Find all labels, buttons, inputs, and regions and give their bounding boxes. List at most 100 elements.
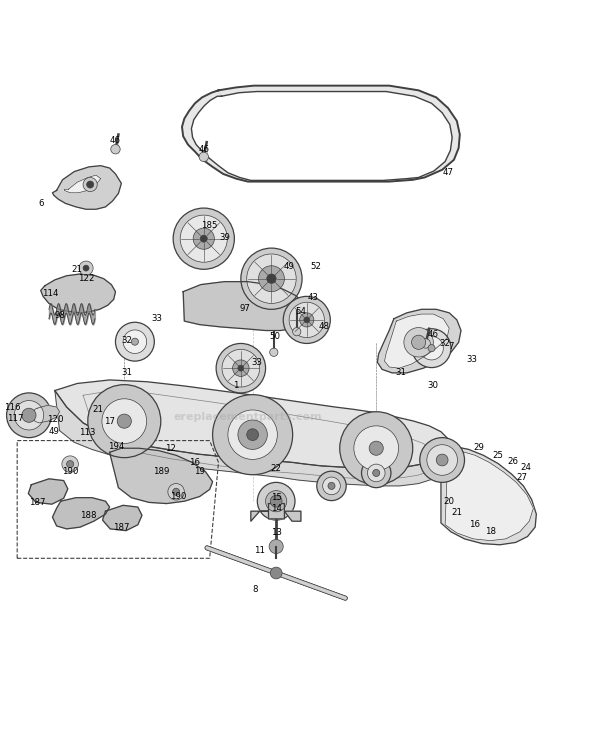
Text: 11: 11 xyxy=(254,546,265,555)
Circle shape xyxy=(102,399,147,443)
Polygon shape xyxy=(55,390,449,486)
Text: 21: 21 xyxy=(92,405,103,414)
Text: 98: 98 xyxy=(54,310,65,320)
Circle shape xyxy=(362,458,391,487)
Circle shape xyxy=(83,178,97,192)
Text: 24: 24 xyxy=(520,462,531,471)
Polygon shape xyxy=(28,479,68,504)
Text: 6: 6 xyxy=(38,199,44,208)
Circle shape xyxy=(368,464,385,482)
Text: 190: 190 xyxy=(62,468,78,476)
Text: 187: 187 xyxy=(113,523,130,531)
Text: 50: 50 xyxy=(269,332,280,341)
Text: 120: 120 xyxy=(47,415,63,424)
Text: 29: 29 xyxy=(473,443,484,452)
Text: 7: 7 xyxy=(448,342,454,351)
Circle shape xyxy=(266,490,287,512)
Text: 46: 46 xyxy=(110,136,121,145)
Circle shape xyxy=(283,297,330,344)
Circle shape xyxy=(270,495,282,507)
Text: 122: 122 xyxy=(78,275,94,283)
Circle shape xyxy=(67,461,74,468)
Circle shape xyxy=(428,345,435,352)
Circle shape xyxy=(116,322,155,361)
Circle shape xyxy=(258,266,284,291)
Circle shape xyxy=(88,385,161,457)
Circle shape xyxy=(270,567,282,579)
Polygon shape xyxy=(41,274,116,313)
Text: 54: 54 xyxy=(296,307,306,316)
Text: 1: 1 xyxy=(234,382,239,390)
Circle shape xyxy=(232,360,249,377)
Circle shape xyxy=(6,393,51,437)
Circle shape xyxy=(247,254,296,303)
Text: 48: 48 xyxy=(319,322,330,332)
Text: 187: 187 xyxy=(29,498,45,507)
Circle shape xyxy=(293,327,301,335)
Polygon shape xyxy=(378,309,461,373)
Polygon shape xyxy=(385,314,449,368)
Text: 27: 27 xyxy=(516,473,527,482)
Circle shape xyxy=(304,317,310,323)
Circle shape xyxy=(436,454,448,466)
Circle shape xyxy=(62,456,78,473)
Circle shape xyxy=(238,366,244,371)
Circle shape xyxy=(267,274,276,283)
Text: 26: 26 xyxy=(507,457,518,465)
Text: 43: 43 xyxy=(307,293,318,302)
Text: 22: 22 xyxy=(271,464,281,473)
Circle shape xyxy=(289,302,325,338)
Text: 188: 188 xyxy=(80,511,96,520)
Circle shape xyxy=(199,152,208,161)
Polygon shape xyxy=(183,282,307,330)
Polygon shape xyxy=(251,504,301,521)
Circle shape xyxy=(241,248,302,309)
Circle shape xyxy=(228,410,277,459)
Text: 32: 32 xyxy=(440,339,451,348)
Text: 31: 31 xyxy=(395,368,407,377)
Circle shape xyxy=(257,482,295,520)
Text: 21: 21 xyxy=(451,509,463,517)
Circle shape xyxy=(404,327,433,357)
Text: 117: 117 xyxy=(7,414,24,424)
Text: 31: 31 xyxy=(122,368,133,377)
Text: 185: 185 xyxy=(201,221,218,230)
Text: 194: 194 xyxy=(108,442,124,451)
Polygon shape xyxy=(182,86,460,181)
Circle shape xyxy=(193,228,214,250)
Circle shape xyxy=(83,265,89,271)
Circle shape xyxy=(300,313,314,327)
Polygon shape xyxy=(103,505,142,531)
Text: 46: 46 xyxy=(198,145,209,153)
Circle shape xyxy=(87,181,94,188)
Circle shape xyxy=(123,330,147,354)
Polygon shape xyxy=(110,448,212,504)
Text: 189: 189 xyxy=(153,468,169,476)
Text: 33: 33 xyxy=(251,358,262,368)
Circle shape xyxy=(420,336,443,360)
Text: 113: 113 xyxy=(79,429,96,437)
Circle shape xyxy=(247,429,258,440)
Polygon shape xyxy=(53,166,122,209)
Text: 32: 32 xyxy=(122,336,133,345)
Circle shape xyxy=(373,470,380,476)
Text: 116: 116 xyxy=(4,402,21,412)
Circle shape xyxy=(369,441,384,455)
Text: 33: 33 xyxy=(466,355,477,365)
Text: 25: 25 xyxy=(493,451,504,459)
Circle shape xyxy=(22,408,36,422)
Circle shape xyxy=(427,445,457,476)
Text: 18: 18 xyxy=(485,527,496,537)
Text: 52: 52 xyxy=(310,263,321,272)
Text: 19: 19 xyxy=(194,468,205,476)
Circle shape xyxy=(172,488,179,495)
Text: ereplacementparts.com: ereplacementparts.com xyxy=(173,412,322,422)
Text: 49: 49 xyxy=(284,263,294,272)
Circle shape xyxy=(317,471,346,501)
Polygon shape xyxy=(53,498,110,529)
Circle shape xyxy=(79,261,93,275)
Circle shape xyxy=(132,338,139,345)
Text: 14: 14 xyxy=(271,504,281,513)
Circle shape xyxy=(269,539,283,553)
Circle shape xyxy=(238,420,267,449)
